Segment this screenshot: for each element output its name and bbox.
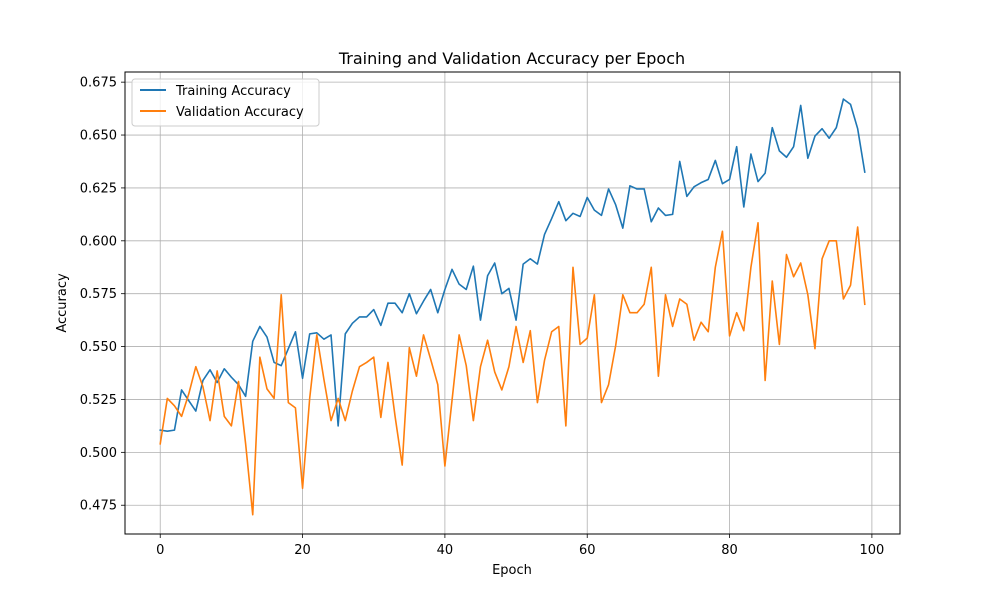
y-tick-label: 0.475: [80, 499, 117, 514]
legend-box: [131, 78, 320, 127]
training-accuracy-line: [159, 98, 866, 432]
y-tick-label: 0.600: [80, 234, 117, 249]
y-tick-label: 0.575: [80, 287, 117, 302]
y-tick-label: 0.525: [80, 393, 117, 408]
legend: Training Accuracy Validation Accuracy: [131, 78, 320, 127]
x-tick-label: 20: [294, 543, 311, 558]
x-tick-label: 80: [721, 543, 738, 558]
plot-frame: [124, 71, 901, 535]
x-tick-label: 60: [579, 543, 596, 558]
y-tick-label: 0.500: [80, 446, 117, 461]
legend-label-training: Training Accuracy: [175, 84, 291, 99]
series-lines: [159, 98, 866, 516]
x-tick-label: 100: [859, 543, 884, 558]
x-axis-ticks: 0 20 40 60 80 100: [156, 534, 884, 558]
x-tick-label: 0: [156, 543, 164, 558]
y-axis-label: Accuracy: [55, 273, 70, 333]
y-tick-label: 0.550: [80, 340, 117, 355]
chart-title: Training and Validation Accuracy per Epo…: [338, 49, 685, 68]
legend-label-validation: Validation Accuracy: [176, 105, 304, 120]
y-tick-label: 0.675: [80, 76, 117, 91]
validation-accuracy-line: [159, 222, 866, 516]
y-axis-ticks: 0.475 0.500 0.525 0.550 0.575 0.600 0.625 0.650…: [80, 76, 125, 514]
x-axis-label: Epoch: [492, 563, 532, 578]
y-tick-label: 0.625: [80, 181, 117, 196]
x-tick-label: 40: [437, 543, 454, 558]
y-tick-label: 0.650: [80, 129, 117, 144]
